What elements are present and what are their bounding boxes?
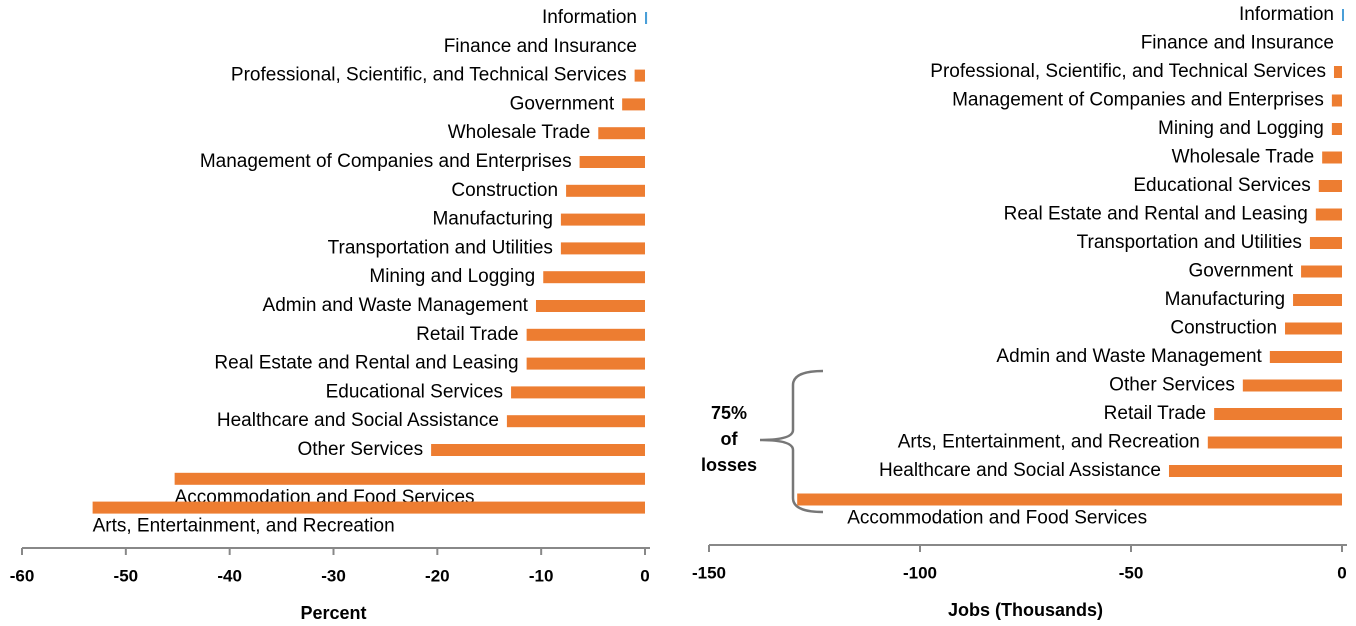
- category-label: Professional, Scientific, and Technical …: [930, 61, 1326, 82]
- bar: [526, 357, 645, 370]
- category-label: Finance and Insurance: [444, 36, 637, 57]
- bar: [598, 127, 645, 140]
- category-label: Admin and Waste Management: [263, 295, 529, 316]
- x-tick-label: 0: [1337, 563, 1346, 582]
- bar: [526, 328, 645, 341]
- category-label: Manufacturing: [432, 209, 552, 230]
- x-tick-label: -100: [903, 563, 937, 582]
- category-label: Healthcare and Social Assistance: [879, 460, 1161, 481]
- bracket: [759, 369, 824, 514]
- x-tick-label: -10: [529, 566, 554, 585]
- x-tick-label: -150: [692, 563, 726, 582]
- annotation: losses: [701, 455, 757, 475]
- annotation: 75%: [711, 403, 747, 423]
- category-label: Information: [1239, 4, 1334, 25]
- bar: [797, 493, 1342, 506]
- bar: [560, 213, 645, 226]
- x-axis-title: Jobs (Thousands): [948, 600, 1103, 620]
- category-label: Government: [510, 93, 615, 114]
- category-label: Educational Services: [326, 381, 503, 402]
- bar: [535, 300, 645, 312]
- bar: [1322, 151, 1342, 164]
- bar: [1342, 9, 1344, 21]
- category-label: Accommodation and Food Services: [847, 508, 1147, 529]
- bar: [1331, 94, 1342, 107]
- category-label: Wholesale Trade: [1172, 147, 1315, 168]
- category-label: Mining and Logging: [1158, 118, 1324, 139]
- bar: [431, 444, 645, 456]
- bar: [1285, 322, 1342, 335]
- bar: [1214, 408, 1342, 420]
- bar: [506, 415, 645, 428]
- category-label: Management of Companies and Enterprises: [200, 151, 572, 172]
- category-label: Transportation and Utilities: [328, 237, 553, 258]
- x-tick-label: -20: [425, 566, 450, 585]
- category-label: Educational Services: [1133, 175, 1310, 196]
- bar: [566, 184, 645, 197]
- bar: [1315, 208, 1342, 221]
- category-label: Transportation and Utilities: [1077, 232, 1302, 253]
- category-label: Arts, Entertainment, and Recreation: [898, 432, 1200, 453]
- category-label: Finance and Insurance: [1141, 33, 1334, 54]
- bar: [543, 271, 645, 284]
- category-label: Professional, Scientific, and Technical …: [231, 65, 627, 86]
- bar: [1331, 123, 1342, 135]
- annotation: of: [721, 429, 739, 449]
- category-label: Arts, Entertainment, and Recreation: [93, 516, 395, 537]
- category-label: Information: [542, 7, 637, 28]
- x-tick-label: -50: [1119, 563, 1144, 582]
- bar: [511, 386, 645, 399]
- category-label: Other Services: [1109, 375, 1235, 396]
- category-label: Other Services: [297, 439, 423, 460]
- category-label: Real Estate and Rental and Leasing: [1004, 204, 1308, 225]
- bar: [634, 69, 645, 82]
- bar: [1318, 180, 1342, 192]
- bar: [92, 501, 645, 514]
- bar: [1293, 294, 1342, 306]
- x-tick-label: -60: [10, 566, 35, 585]
- category-label: Mining and Logging: [369, 266, 535, 287]
- bar: [1207, 436, 1342, 449]
- category-label: Management of Companies and Enterprises: [952, 90, 1324, 111]
- category-label: Healthcare and Social Assistance: [217, 410, 499, 431]
- bar: [1301, 265, 1342, 278]
- bar: [622, 98, 645, 111]
- bar: [174, 472, 645, 485]
- x-tick-label: -40: [217, 566, 242, 585]
- bar: [560, 242, 645, 255]
- bar: [1242, 379, 1342, 392]
- bar: [1269, 351, 1342, 363]
- category-label: Government: [1189, 261, 1294, 282]
- bar: [1168, 465, 1342, 477]
- x-tick-label: 0: [640, 566, 649, 585]
- category-label: Wholesale Trade: [448, 122, 591, 143]
- category-label: Manufacturing: [1165, 289, 1285, 310]
- bar: [579, 156, 645, 168]
- category-label: Admin and Waste Management: [996, 346, 1262, 367]
- x-tick-label: -30: [321, 566, 346, 585]
- x-tick-label: -50: [114, 566, 139, 585]
- category-label: Retail Trade: [416, 324, 518, 345]
- category-label: Construction: [451, 180, 558, 201]
- category-label: Construction: [1170, 318, 1277, 339]
- bar: [1333, 66, 1342, 78]
- x-axis-title: Percent: [300, 603, 366, 623]
- category-label: Real Estate and Rental and Leasing: [214, 353, 518, 374]
- bar: [1309, 237, 1342, 249]
- bar: [645, 12, 648, 24]
- category-label: Retail Trade: [1104, 403, 1206, 424]
